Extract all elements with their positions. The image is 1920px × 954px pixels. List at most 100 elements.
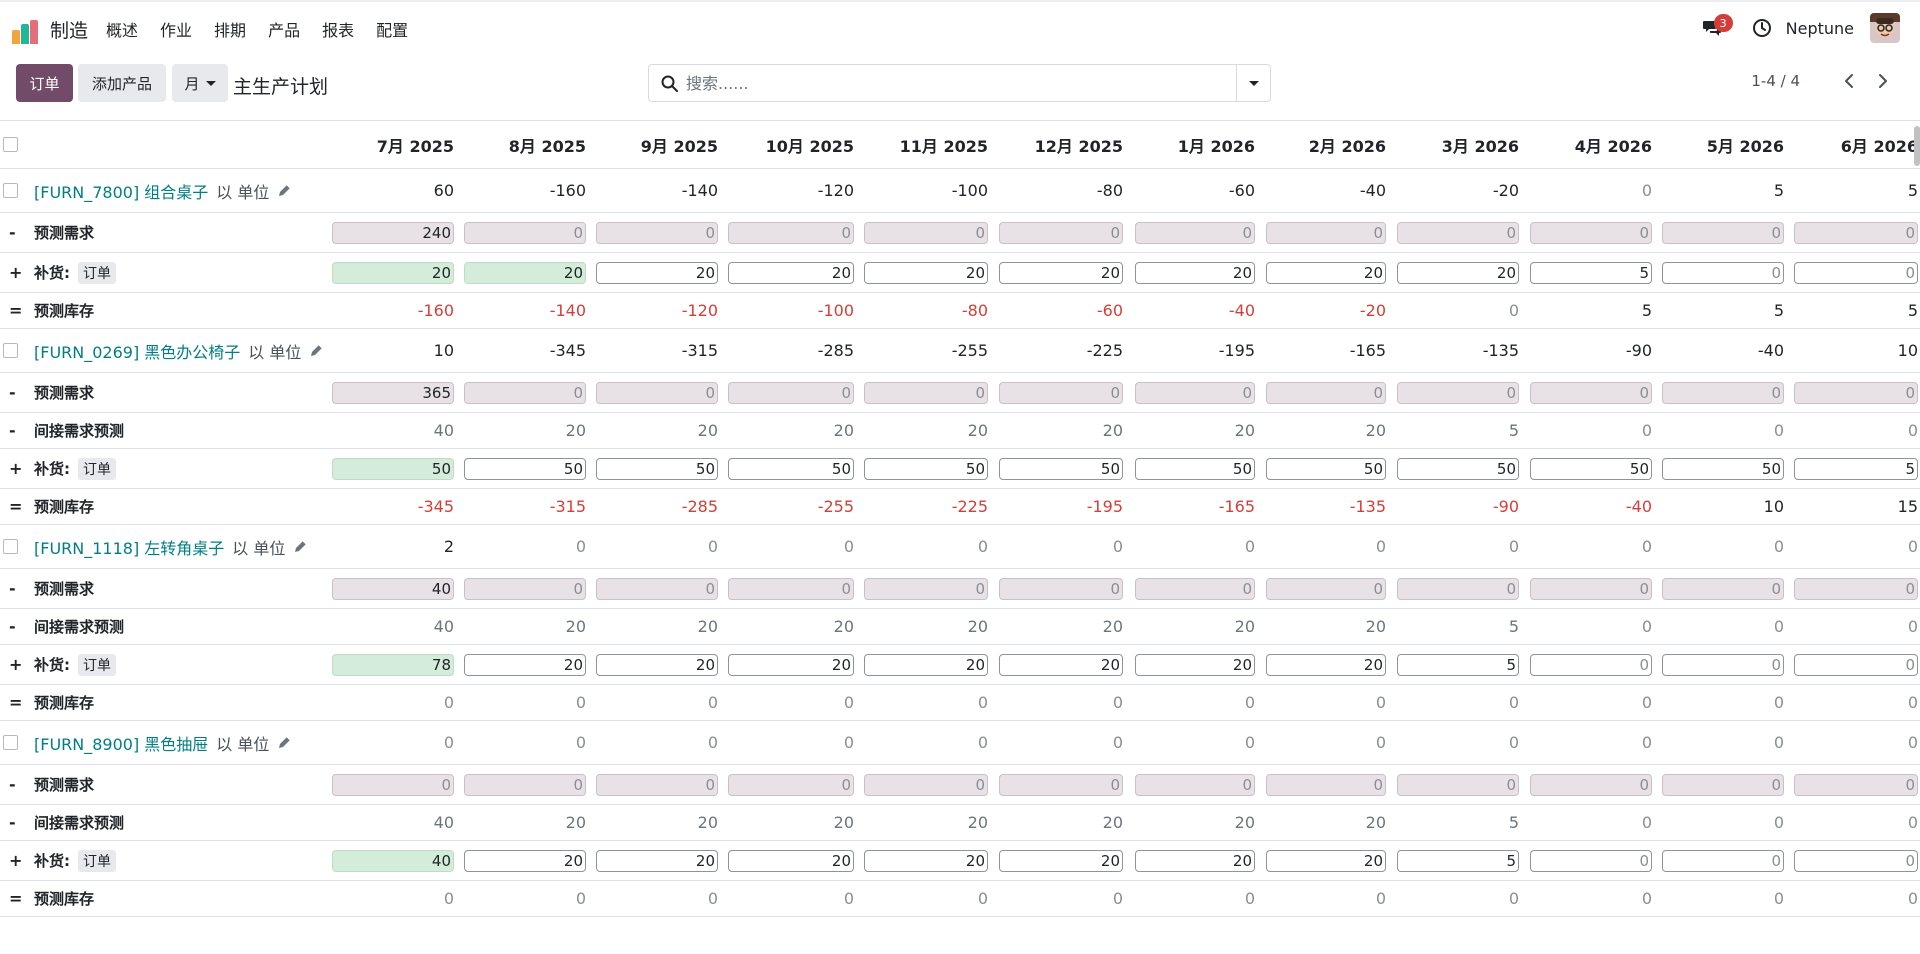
replenish-input[interactable]: 20 bbox=[1266, 261, 1386, 284]
pencil-icon[interactable] bbox=[309, 343, 324, 358]
demand-input[interactable]: 0 bbox=[1530, 221, 1652, 244]
order-tag[interactable]: 订单 bbox=[78, 653, 116, 676]
add-product-button[interactable]: 添加产品 bbox=[78, 64, 166, 102]
product-select-checkbox[interactable] bbox=[3, 183, 18, 198]
demand-input[interactable]: 0 bbox=[1266, 381, 1386, 404]
demand-input[interactable]: 0 bbox=[864, 577, 988, 600]
demand-input[interactable]: 0 bbox=[1135, 381, 1255, 404]
demand-input[interactable]: 0 bbox=[999, 381, 1123, 404]
replenish-input[interactable]: 50 bbox=[728, 457, 854, 480]
menu-item-overview[interactable]: 概述 bbox=[106, 21, 139, 40]
horizontal-scrollbar-thumb[interactable] bbox=[1914, 126, 1920, 166]
demand-input[interactable]: 0 bbox=[1794, 577, 1918, 600]
order-button[interactable]: 订单 bbox=[16, 64, 73, 102]
demand-input[interactable]: 0 bbox=[1794, 221, 1918, 244]
replenish-input[interactable]: 20 bbox=[1266, 849, 1386, 872]
replenish-input[interactable]: 50 bbox=[464, 457, 586, 480]
demand-input[interactable]: 0 bbox=[596, 577, 718, 600]
replenish-input[interactable]: 50 bbox=[1266, 457, 1386, 480]
period-dropdown[interactable]: 月 bbox=[172, 64, 228, 102]
menu-item-reporting[interactable]: 报表 bbox=[322, 21, 355, 40]
clock-icon[interactable] bbox=[1752, 18, 1772, 38]
demand-input[interactable]: 0 bbox=[1662, 577, 1784, 600]
menu-item-products[interactable]: 产品 bbox=[268, 21, 301, 40]
demand-input[interactable]: 0 bbox=[1135, 773, 1255, 796]
order-tag[interactable]: 订单 bbox=[78, 849, 116, 872]
replenish-input[interactable]: 50 bbox=[1135, 457, 1255, 480]
replenish-input[interactable]: 20 bbox=[864, 849, 988, 872]
menu-item-planning[interactable]: 排期 bbox=[214, 21, 247, 40]
menu-item-operations[interactable]: 作业 bbox=[160, 21, 193, 40]
demand-input[interactable]: 0 bbox=[864, 381, 988, 404]
demand-input[interactable]: 40 bbox=[332, 577, 454, 600]
replenish-input[interactable]: 20 bbox=[999, 849, 1123, 872]
replenish-input[interactable]: 20 bbox=[1266, 653, 1386, 676]
demand-input[interactable]: 0 bbox=[1266, 577, 1386, 600]
demand-input[interactable]: 0 bbox=[864, 221, 988, 244]
replenish-input[interactable]: 50 bbox=[999, 457, 1123, 480]
demand-input[interactable]: 0 bbox=[1397, 773, 1519, 796]
demand-input[interactable]: 0 bbox=[1530, 381, 1652, 404]
user-avatar[interactable] bbox=[1870, 13, 1900, 43]
replenish-input[interactable]: 20 bbox=[728, 653, 854, 676]
demand-input[interactable]: 0 bbox=[999, 773, 1123, 796]
product-select-checkbox[interactable] bbox=[3, 735, 18, 750]
replenish-input[interactable]: 50 bbox=[1397, 457, 1519, 480]
demand-input[interactable]: 0 bbox=[1135, 577, 1255, 600]
demand-input[interactable]: 0 bbox=[728, 773, 854, 796]
demand-input[interactable]: 0 bbox=[1135, 221, 1255, 244]
search-input[interactable] bbox=[649, 65, 1236, 101]
replenish-input[interactable]: 0 bbox=[1794, 653, 1918, 676]
demand-input[interactable]: 0 bbox=[1662, 221, 1784, 244]
replenish-input[interactable]: 0 bbox=[1530, 653, 1652, 676]
demand-input[interactable]: 0 bbox=[864, 773, 988, 796]
demand-input[interactable]: 365 bbox=[332, 381, 454, 404]
replenish-input[interactable]: 0 bbox=[1662, 849, 1784, 872]
demand-input[interactable]: 0 bbox=[999, 577, 1123, 600]
replenish-input[interactable]: 0 bbox=[1662, 653, 1784, 676]
demand-input[interactable]: 0 bbox=[728, 577, 854, 600]
replenish-input[interactable]: 20 bbox=[596, 261, 718, 284]
pencil-icon[interactable] bbox=[293, 539, 308, 554]
replenish-input[interactable]: 20 bbox=[1135, 653, 1255, 676]
order-tag[interactable]: 订单 bbox=[78, 261, 116, 284]
replenish-input[interactable]: 20 bbox=[464, 849, 586, 872]
replenish-input[interactable]: 0 bbox=[1662, 261, 1784, 284]
demand-input[interactable]: 240 bbox=[332, 221, 454, 244]
replenish-input[interactable]: 20 bbox=[596, 653, 718, 676]
search-options-toggle[interactable] bbox=[1236, 65, 1270, 101]
product-link[interactable]: [FURN_0269] 黑色办公椅子 bbox=[34, 342, 241, 362]
product-link[interactable]: [FURN_7800] 组合桌子 bbox=[34, 182, 209, 202]
replenish-input[interactable]: 50 bbox=[1662, 457, 1784, 480]
chevron-left-icon[interactable] bbox=[1842, 72, 1856, 90]
select-all-checkbox[interactable] bbox=[3, 137, 18, 152]
demand-input[interactable]: 0 bbox=[464, 221, 586, 244]
app-name[interactable]: 制造 bbox=[50, 19, 89, 42]
replenish-input[interactable]: 20 bbox=[1135, 849, 1255, 872]
replenish-input[interactable]: 20 bbox=[728, 849, 854, 872]
demand-input[interactable]: 0 bbox=[728, 381, 854, 404]
pager-value[interactable]: 1-4 / 4 bbox=[1751, 72, 1800, 90]
product-link[interactable]: [FURN_8900] 黑色抽屉 bbox=[34, 734, 209, 754]
demand-input[interactable]: 0 bbox=[1530, 773, 1652, 796]
replenish-input[interactable]: 20 bbox=[728, 261, 854, 284]
demand-input[interactable]: 0 bbox=[464, 381, 586, 404]
demand-input[interactable]: 0 bbox=[1266, 221, 1386, 244]
replenish-input[interactable]: 20 bbox=[864, 261, 988, 284]
replenish-input[interactable]: 78 bbox=[332, 653, 454, 676]
replenish-input[interactable]: 20 bbox=[999, 653, 1123, 676]
app-brand[interactable]: 制造 bbox=[12, 14, 88, 44]
demand-input[interactable]: 0 bbox=[1397, 577, 1519, 600]
replenish-input[interactable]: 20 bbox=[999, 261, 1123, 284]
product-select-checkbox[interactable] bbox=[3, 343, 18, 358]
demand-input[interactable]: 0 bbox=[1266, 773, 1386, 796]
demand-input[interactable]: 0 bbox=[596, 221, 718, 244]
replenish-input[interactable]: 50 bbox=[864, 457, 988, 480]
replenish-input[interactable]: 50 bbox=[1530, 457, 1652, 480]
product-link[interactable]: [FURN_1118] 左转角桌子 bbox=[34, 538, 225, 558]
messages-button[interactable]: 3 bbox=[1698, 10, 1733, 46]
demand-input[interactable]: 0 bbox=[1794, 381, 1918, 404]
replenish-input[interactable]: 0 bbox=[1530, 849, 1652, 872]
replenish-input[interactable]: 20 bbox=[464, 261, 586, 284]
demand-input[interactable]: 0 bbox=[1662, 381, 1784, 404]
